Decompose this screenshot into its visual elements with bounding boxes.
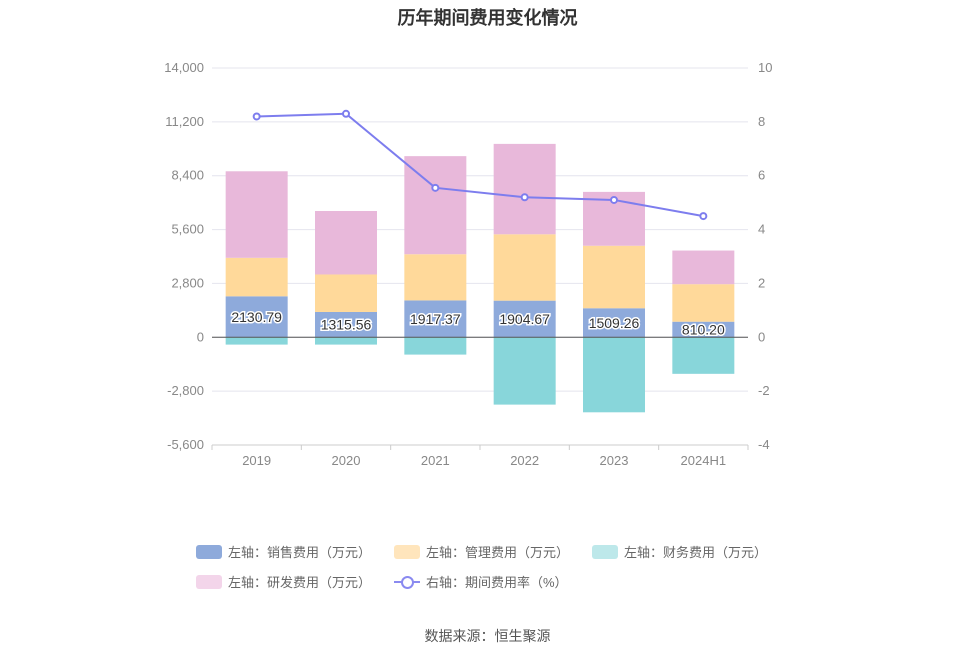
legend-label-rd: 左轴：研发费用（万元）	[228, 575, 372, 590]
legend-item-admin[interactable]: 左轴：管理费用（万元）	[394, 542, 569, 561]
legend-label-rate: 右轴：期间费用率（%）	[426, 575, 568, 590]
legend-swatch-sales	[196, 544, 222, 559]
right-axis-tick-label: 10	[758, 60, 772, 75]
bar-finance	[404, 337, 467, 355]
bar-finance	[583, 337, 645, 413]
legend-item-sales[interactable]: 左轴：销售费用（万元）	[196, 542, 371, 561]
rate-point	[699, 212, 708, 221]
chart-title: 历年期间费用变化情况	[397, 8, 578, 28]
bar-value-label: 1904.67	[499, 311, 550, 327]
x-axis-tick-label: 2021	[421, 453, 450, 468]
bar-sales	[493, 300, 556, 338]
legend-swatch-admin	[394, 544, 420, 559]
left-axis-tick-label: 0	[197, 329, 204, 344]
right-axis-tick-label: 8	[758, 114, 765, 129]
x-axis-tick-label: 2023	[600, 453, 629, 468]
right-axis-tick-label: 2	[758, 275, 765, 290]
legend-item-finance[interactable]: 左轴：财务费用（万元）	[592, 542, 767, 561]
bar-rd	[404, 156, 467, 255]
bar-value-label: 1509.26	[589, 315, 640, 331]
x-axis-tick-label: 2024H1	[681, 453, 727, 468]
bar-finance	[315, 337, 377, 345]
legend-swatch-rate	[394, 575, 420, 589]
bar-value-label: 1917.37	[410, 311, 461, 327]
left-axis-tick-label: 8,400	[171, 168, 204, 183]
bar-admin	[583, 245, 645, 309]
bar-admin	[225, 257, 288, 297]
bar-sales	[404, 300, 467, 338]
bar-sales	[583, 308, 645, 338]
legend-item-rd[interactable]: 左轴：研发费用（万元）	[196, 572, 371, 591]
left-axis-tick-label: -2,800	[167, 383, 204, 398]
x-axis-tick-label: 2019	[242, 453, 271, 468]
right-axis-tick-label: -4	[758, 437, 770, 452]
bar-finance	[225, 337, 288, 345]
rate-point	[520, 193, 529, 202]
bar-sales	[672, 321, 735, 338]
legend-label-finance: 左轴：财务费用（万元）	[624, 545, 768, 560]
left-axis-tick-label: 11,200	[165, 114, 204, 129]
bar-rd	[225, 171, 288, 258]
rate-point	[342, 109, 350, 118]
left-axis-tick-label: 5,600	[171, 222, 204, 237]
bar-admin	[404, 254, 467, 301]
legend-swatch-finance	[592, 544, 618, 559]
bar-rd	[493, 143, 556, 235]
right-axis-tick-label: 6	[758, 168, 765, 183]
source-note: 数据来源：恒生聚源	[424, 628, 551, 644]
legend-label-admin: 左轴：管理费用（万元）	[426, 545, 570, 560]
x-axis-tick-label: 2020	[332, 453, 361, 468]
left-axis-tick-label: -5,600	[167, 437, 204, 452]
bar-finance	[672, 337, 735, 374]
rate-line	[256, 112, 704, 218]
bar-value-label: 1315.56	[321, 317, 372, 333]
bar-admin	[315, 274, 377, 312]
x-axis-tick-label: 2022	[510, 453, 539, 468]
bar-admin	[493, 234, 556, 301]
bar-sales	[225, 296, 288, 338]
left-axis-tick-label: 2,800	[171, 275, 204, 290]
bar-rd	[315, 210, 377, 275]
rate-point	[431, 183, 440, 192]
rate-point	[252, 112, 261, 121]
right-axis-tick-label: 0	[758, 329, 765, 344]
legend-item-rate[interactable]: 右轴：期间费用率（%）	[394, 572, 568, 591]
rate-point	[610, 195, 618, 204]
left-axis-tick-label: 14,000	[164, 60, 204, 75]
right-axis-tick-label: 4	[758, 222, 765, 237]
bar-admin	[672, 284, 735, 322]
right-axis-tick-label: -2	[758, 383, 770, 398]
bar-rd	[672, 250, 735, 285]
legend-label-sales: 左轴：销售费用（万元）	[228, 545, 372, 560]
chart-plot: 2130.79 1315.56 1917.37 1904.67 1509.26 810.2…	[164, 60, 772, 468]
bar-value-label: 810.20	[682, 321, 725, 337]
bar-finance	[493, 337, 556, 405]
bar-sales	[315, 311, 377, 338]
bar-value-label: 2130.79	[231, 309, 282, 325]
legend-swatch-rd	[196, 574, 222, 589]
